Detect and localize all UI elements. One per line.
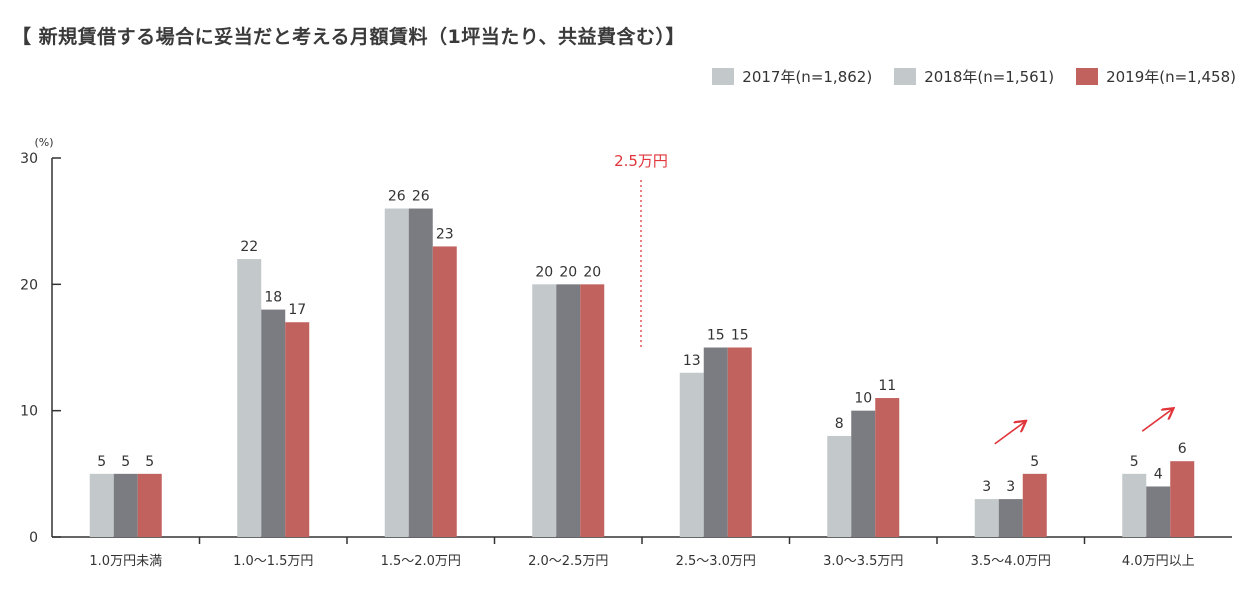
legend-item-2017: 2017年(n=1,862) bbox=[712, 66, 872, 87]
rising-arrow-icon bbox=[1141, 409, 1172, 432]
bar-2018年(n=1,561) bbox=[556, 284, 581, 537]
data-label: 23 bbox=[436, 226, 454, 242]
bar-2018年(n=1,561) bbox=[703, 347, 728, 537]
chart-legend: 2017年(n=1,862) 2018年(n=1,561) 2019年(n=1,… bbox=[712, 66, 1236, 87]
data-label: 26 bbox=[412, 189, 430, 205]
bar-2019年(n=1,458) bbox=[432, 246, 457, 537]
y-tick-label: 20 bbox=[20, 277, 38, 293]
data-label: 22 bbox=[240, 239, 258, 255]
data-label: 5 bbox=[97, 454, 106, 470]
bar-2019年(n=1,458) bbox=[137, 473, 162, 537]
data-label: 18 bbox=[264, 290, 282, 306]
data-label: 11 bbox=[878, 378, 896, 394]
data-label: 13 bbox=[683, 353, 701, 369]
bar-2018年(n=1,561) bbox=[851, 410, 876, 537]
bar-2019年(n=1,458) bbox=[580, 284, 605, 537]
data-label: 3 bbox=[982, 479, 991, 495]
data-label: 15 bbox=[731, 328, 749, 344]
data-label: 3 bbox=[1006, 479, 1015, 495]
data-label: 4 bbox=[1154, 466, 1163, 482]
data-label: 8 bbox=[835, 416, 844, 432]
bar-2017年(n=1,862) bbox=[237, 259, 262, 537]
bar-2017年(n=1,862) bbox=[384, 208, 409, 538]
bar-2019年(n=1,458) bbox=[285, 322, 310, 537]
bar-2017年(n=1,862) bbox=[1122, 473, 1147, 537]
data-label: 5 bbox=[1030, 454, 1039, 470]
legend-swatch-2017 bbox=[712, 68, 735, 85]
legend-item-2018: 2018年(n=1,561) bbox=[894, 66, 1054, 87]
chart-title: 【 新規賃借する場合に妥当だと考える月額賃料（1坪当たり、共益費含む）】 bbox=[12, 26, 686, 48]
data-label: 5 bbox=[1130, 454, 1139, 470]
bar-2019年(n=1,458) bbox=[875, 398, 900, 537]
bar-2019年(n=1,458) bbox=[1022, 473, 1047, 537]
bar-2018年(n=1,561) bbox=[408, 208, 433, 538]
legend-label-2018: 2018年(n=1,561) bbox=[924, 68, 1055, 86]
bar-2017年(n=1,862) bbox=[827, 435, 852, 537]
bar-2019年(n=1,458) bbox=[1170, 461, 1195, 537]
legend-swatch-2018 bbox=[894, 68, 917, 85]
x-tick-label: 2.0～2.5万円 bbox=[528, 554, 608, 569]
data-label: 20 bbox=[583, 264, 601, 280]
rising-arrow-icon bbox=[994, 422, 1025, 445]
x-tick-label: 2.5～3.0万円 bbox=[676, 554, 756, 569]
data-label: 10 bbox=[854, 391, 872, 407]
y-tick-label: 10 bbox=[20, 404, 38, 420]
legend-label-2017: 2017年(n=1,862) bbox=[742, 68, 873, 86]
data-label: 20 bbox=[559, 264, 577, 280]
data-label: 6 bbox=[1178, 441, 1187, 457]
y-tick-label: 0 bbox=[29, 530, 38, 546]
bar-2018年(n=1,561) bbox=[261, 309, 286, 537]
bar-2017年(n=1,862) bbox=[679, 372, 704, 537]
threshold-label: 2.5万円 bbox=[614, 152, 668, 170]
bar-2019年(n=1,458) bbox=[727, 347, 752, 537]
data-label: 17 bbox=[288, 302, 306, 318]
x-tick-label: 1.0万円未満 bbox=[89, 554, 162, 569]
legend-label-2019: 2019年(n=1,458) bbox=[1106, 68, 1236, 86]
x-tick-label: 4.0万円以上 bbox=[1122, 554, 1195, 569]
bar-2017年(n=1,862) bbox=[89, 473, 114, 537]
x-tick-label: 3.5～4.0万円 bbox=[971, 554, 1051, 569]
data-label: 5 bbox=[145, 454, 154, 470]
bar-2017年(n=1,862) bbox=[974, 499, 999, 537]
x-tick-label: 1.5～2.0万円 bbox=[381, 554, 461, 569]
bar-2018年(n=1,561) bbox=[1146, 486, 1171, 537]
bar-2018年(n=1,561) bbox=[998, 499, 1023, 537]
data-label: 15 bbox=[707, 328, 725, 344]
x-tick-label: 1.0～1.5万円 bbox=[233, 554, 313, 569]
bar-2018年(n=1,561) bbox=[113, 473, 138, 537]
y-tick-label: 30 bbox=[20, 151, 38, 167]
bar-2017年(n=1,862) bbox=[532, 284, 557, 537]
legend-swatch-2019 bbox=[1076, 68, 1099, 85]
x-tick-label: 3.0～3.5万円 bbox=[823, 554, 903, 569]
data-label: 20 bbox=[535, 264, 553, 280]
legend-item-2019: 2019年(n=1,458) bbox=[1076, 66, 1236, 87]
data-label: 5 bbox=[121, 454, 130, 470]
data-label: 26 bbox=[388, 189, 406, 205]
y-axis-unit: (%) bbox=[34, 136, 53, 149]
